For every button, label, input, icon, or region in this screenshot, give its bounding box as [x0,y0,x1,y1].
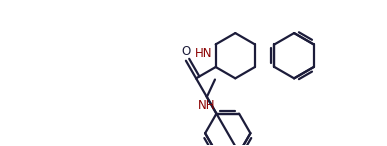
Text: O: O [181,45,190,58]
Text: HN: HN [195,47,212,60]
Text: NH: NH [197,99,215,112]
